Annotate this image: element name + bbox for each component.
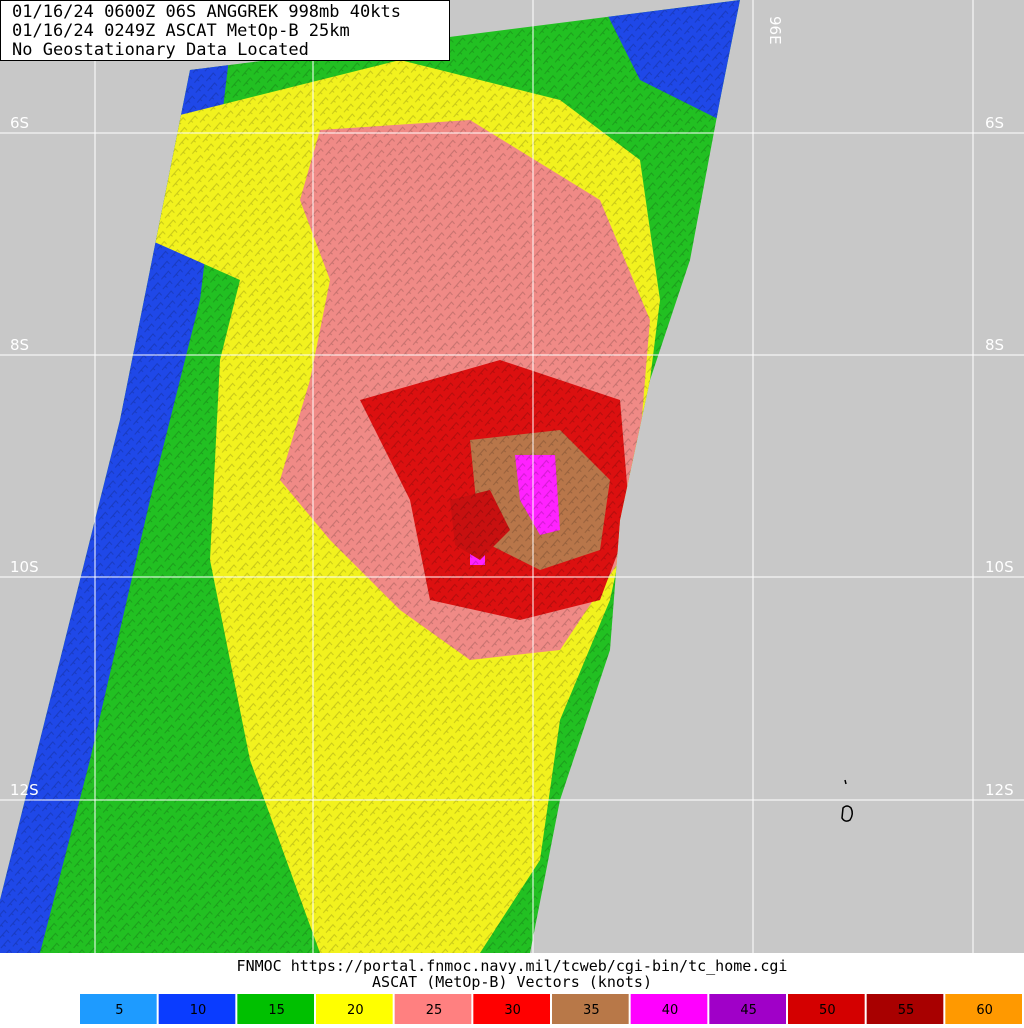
footer-caption: ASCAT (MetOp-B) Vectors (knots) — [372, 973, 652, 991]
lat-label: 12S — [10, 781, 39, 799]
legend-label: 50 — [819, 1003, 836, 1018]
legend-swatch — [945, 994, 1022, 1024]
legend-label: 55 — [898, 1003, 915, 1018]
legend-swatch — [866, 994, 944, 1024]
legend-swatch — [158, 994, 236, 1024]
legend-label: 5 — [115, 1003, 123, 1018]
legend-label: 10 — [190, 1003, 207, 1018]
legend-swatch — [630, 994, 708, 1024]
legend-swatch — [237, 994, 314, 1024]
lon-label: 96E — [766, 16, 784, 45]
legend-label: 30 — [504, 1003, 521, 1018]
graticule — [0, 0, 1024, 953]
legend-swatch — [394, 994, 472, 1024]
legend-label: 25 — [426, 1003, 443, 1018]
header-line: No Geostationary Data Located — [12, 40, 309, 60]
header-box — [0, 0, 450, 61]
footer-source: FNMOC https://portal.fnmoc.navy.mil/tcwe… — [237, 957, 788, 975]
legend-label: 60 — [976, 1003, 993, 1018]
lat-label: 6S — [10, 114, 29, 132]
legend-swatch — [316, 994, 393, 1024]
header-line: 01/16/24 0249Z ASCAT MetOp-B 25km — [12, 21, 350, 41]
lat-label: 10S — [10, 558, 39, 576]
lat-label: 6S — [985, 114, 1004, 132]
legend-swatch — [552, 994, 629, 1024]
legend-label: 40 — [662, 1003, 679, 1018]
island — [841, 779, 854, 822]
legend-label: 20 — [347, 1003, 364, 1018]
lat-label: 10S — [985, 558, 1014, 576]
legend-swatch — [80, 994, 157, 1024]
legend-swatch — [709, 994, 786, 1024]
lat-label: 12S — [985, 781, 1014, 799]
lat-label: 8S — [10, 336, 29, 354]
header-line: 01/16/24 0600Z 06S ANGGREK 998mb 40kts — [12, 2, 401, 22]
legend-swatch — [788, 994, 865, 1024]
legend-label: 15 — [268, 1003, 285, 1018]
lat-label: 8S — [985, 336, 1004, 354]
legend-swatch — [473, 994, 550, 1024]
legend-label: 45 — [740, 1003, 757, 1018]
wind-swath — [0, 0, 740, 953]
legend-label: 35 — [583, 1003, 600, 1018]
